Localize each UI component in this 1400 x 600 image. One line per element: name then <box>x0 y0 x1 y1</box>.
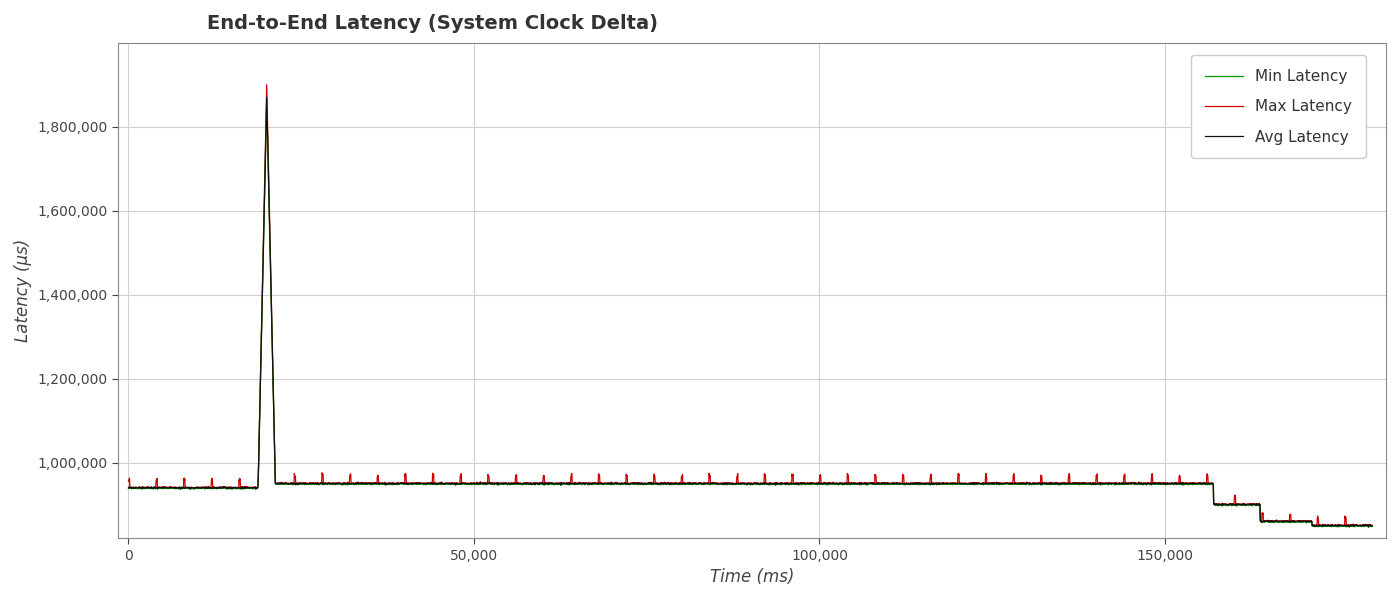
Min Latency <box>259 98 276 105</box>
Avg Latency <box>120 484 137 491</box>
Max Latency <box>1359 523 1376 530</box>
Avg Latency <box>1359 523 1376 530</box>
Avg Latency <box>1364 522 1380 529</box>
Y-axis label: Latency (µs): Latency (µs) <box>14 239 32 342</box>
Min Latency <box>895 480 911 487</box>
Avg Latency <box>872 480 889 487</box>
Min Latency <box>872 481 889 488</box>
Min Latency <box>386 481 403 488</box>
Text: End-to-End Latency (System Clock Delta): End-to-End Latency (System Clock Delta) <box>207 14 658 33</box>
Min Latency <box>468 481 484 488</box>
Max Latency <box>386 480 403 487</box>
Avg Latency <box>259 94 276 101</box>
Avg Latency <box>895 479 911 487</box>
Min Latency <box>1246 502 1263 509</box>
Avg Latency <box>468 480 484 487</box>
Max Latency <box>895 471 911 478</box>
Min Latency <box>1359 524 1376 531</box>
Max Latency <box>259 81 276 88</box>
Min Latency <box>1364 523 1380 530</box>
Max Latency <box>468 480 484 487</box>
Min Latency <box>1364 523 1380 530</box>
Max Latency <box>1364 522 1380 529</box>
Avg Latency <box>1364 522 1380 529</box>
Max Latency <box>1364 521 1380 529</box>
Min Latency <box>120 485 137 492</box>
Line: Min Latency: Min Latency <box>129 101 1372 527</box>
Max Latency <box>120 478 137 485</box>
Max Latency <box>1246 501 1263 508</box>
Avg Latency <box>386 480 403 487</box>
Line: Avg Latency: Avg Latency <box>129 97 1372 527</box>
Legend: Min Latency, Max Latency, Avg Latency: Min Latency, Max Latency, Avg Latency <box>1191 55 1366 158</box>
X-axis label: Time (ms): Time (ms) <box>710 568 794 586</box>
Avg Latency <box>1246 501 1263 508</box>
Line: Max Latency: Max Latency <box>129 85 1372 527</box>
Max Latency <box>872 480 889 487</box>
